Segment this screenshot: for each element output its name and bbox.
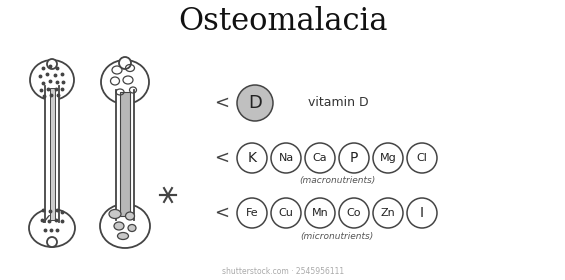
Text: (micronutrients): (micronutrients): [301, 232, 373, 241]
Circle shape: [339, 198, 369, 228]
Ellipse shape: [119, 57, 131, 69]
Ellipse shape: [30, 60, 74, 100]
Text: Ca: Ca: [312, 153, 327, 163]
Circle shape: [271, 143, 301, 173]
Text: Zn: Zn: [381, 208, 395, 218]
Text: P: P: [350, 151, 358, 165]
Text: K: K: [247, 151, 257, 165]
Ellipse shape: [100, 204, 150, 248]
Text: <: <: [215, 204, 229, 222]
Text: vitamin D: vitamin D: [308, 97, 368, 109]
Bar: [50, 88, 54, 220]
Circle shape: [305, 143, 335, 173]
Text: <: <: [215, 149, 229, 167]
Bar: [45, 80, 59, 226]
Ellipse shape: [118, 232, 128, 239]
Ellipse shape: [29, 209, 75, 247]
Text: Osteomalacia: Osteomalacia: [178, 6, 388, 38]
Text: Mg: Mg: [380, 153, 397, 163]
Circle shape: [271, 198, 301, 228]
Text: Co: Co: [347, 208, 361, 218]
Text: Mn: Mn: [312, 208, 328, 218]
Ellipse shape: [109, 209, 121, 218]
Circle shape: [373, 143, 403, 173]
Circle shape: [373, 198, 403, 228]
Ellipse shape: [47, 237, 57, 247]
Text: shutterstock.com · 2545956111: shutterstock.com · 2545956111: [222, 267, 344, 277]
Circle shape: [237, 143, 267, 173]
Text: (macronutrients): (macronutrients): [299, 176, 375, 186]
Text: ✓: ✓: [40, 213, 53, 227]
Bar: [116, 84, 134, 222]
Ellipse shape: [114, 222, 124, 230]
Circle shape: [305, 198, 335, 228]
Circle shape: [237, 85, 273, 121]
Ellipse shape: [128, 225, 136, 232]
Circle shape: [237, 198, 267, 228]
Text: Cl: Cl: [416, 153, 428, 163]
Text: Na: Na: [279, 153, 294, 163]
Bar: [120, 92, 130, 216]
Text: I: I: [420, 206, 424, 220]
Text: Fe: Fe: [246, 208, 258, 218]
Circle shape: [339, 143, 369, 173]
Text: D: D: [248, 94, 262, 112]
Circle shape: [407, 198, 437, 228]
Ellipse shape: [125, 212, 134, 220]
Text: <: <: [215, 94, 229, 112]
Circle shape: [407, 143, 437, 173]
Text: Cu: Cu: [279, 208, 293, 218]
Ellipse shape: [101, 60, 149, 104]
Ellipse shape: [47, 59, 57, 69]
